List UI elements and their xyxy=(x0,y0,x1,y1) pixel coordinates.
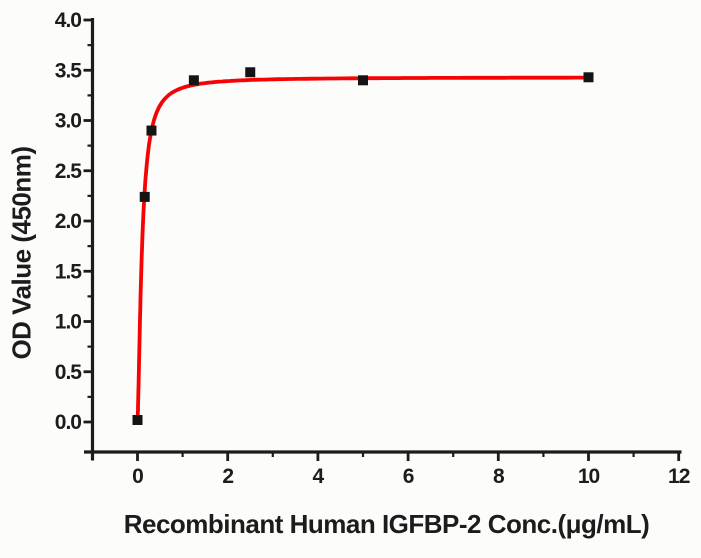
x-tick-label: 12 xyxy=(668,465,690,488)
data-point-marker xyxy=(583,72,594,83)
data-point-marker xyxy=(139,191,150,202)
x-axis-title: Recombinant Human IGFBP-2 Conc.(μg/mL) xyxy=(123,509,650,539)
y-axis-title: OD Value (450nm) xyxy=(6,146,37,360)
y-tick-label: 3.0 xyxy=(55,110,82,133)
y-tick-label: 0.0 xyxy=(55,411,82,434)
data-point-marker xyxy=(146,125,157,136)
x-tick-label: 10 xyxy=(578,465,600,488)
data-point-marker xyxy=(358,75,368,86)
data-point-marker xyxy=(245,67,256,78)
x-tick-label: 6 xyxy=(403,465,414,488)
x-tick-label: 4 xyxy=(313,465,325,488)
x-tick-label: 2 xyxy=(222,465,233,488)
y-tick-label: 1.0 xyxy=(55,311,82,334)
y-tick-label: 1.5 xyxy=(55,260,83,283)
fit-curve-line xyxy=(135,75,591,422)
y-tick-label: 4.0 xyxy=(55,9,82,32)
x-tick-label: 8 xyxy=(493,465,505,488)
y-tick-label: 2.5 xyxy=(55,160,83,183)
y-tick-label: 3.5 xyxy=(55,59,83,82)
y-tick-label: 0.5 xyxy=(55,361,83,384)
data-point-marker xyxy=(132,414,143,425)
data-point-marker xyxy=(188,75,199,86)
y-tick-label: 2.0 xyxy=(55,210,82,233)
x-tick-label: 0 xyxy=(132,465,143,488)
